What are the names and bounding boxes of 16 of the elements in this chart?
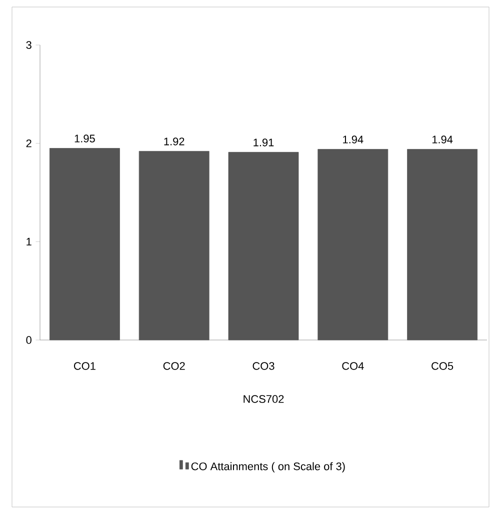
x-axis-title: NCS702 [244, 395, 284, 403]
legend-label: CO Attainments ( on Scale of 3) [191, 462, 345, 472]
data-label: 1.92 [164, 138, 184, 146]
y-tick-label: 0 [26, 336, 32, 344]
x-tick-label: CO1 [74, 362, 96, 370]
y-tick-label: 2 [26, 140, 32, 148]
data-label: 1.95 [74, 134, 95, 142]
x-tick-label: CO2 [163, 362, 185, 370]
data-label: 1.94 [432, 136, 453, 144]
x-tick-label: CO5 [432, 362, 454, 370]
data-label: 1.91 [254, 138, 274, 146]
x-tick-label: CO3 [252, 362, 274, 370]
x-tick-label: CO4 [342, 362, 364, 370]
data-label: 1.94 [343, 136, 364, 144]
y-tick-label: 1 [26, 238, 32, 246]
y-tick-label: 3 [26, 41, 32, 49]
